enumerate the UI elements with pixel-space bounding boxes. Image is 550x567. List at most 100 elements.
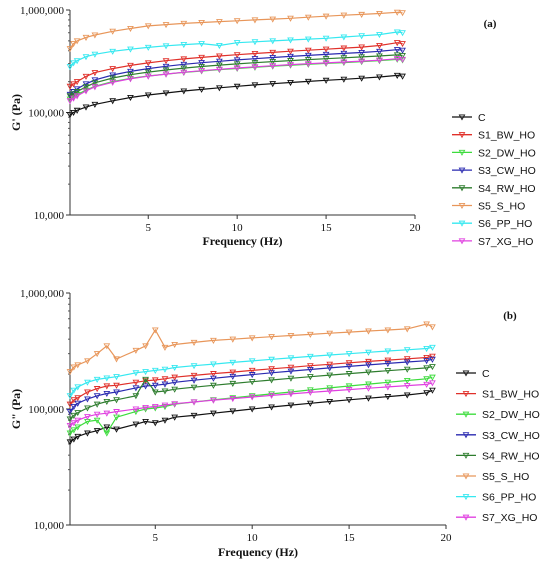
data-point-marker [84, 430, 91, 437]
data-point-marker [376, 10, 383, 17]
legend-marker [458, 132, 466, 139]
y-axis-label: G" (Pa) [9, 389, 23, 429]
data-point-marker [345, 383, 353, 390]
data-point-marker [268, 366, 275, 373]
legend-marker [458, 114, 466, 121]
data-point-marker [393, 9, 401, 16]
data-point-marker [70, 364, 78, 371]
data-point-marker [109, 66, 117, 73]
data-point-marker [190, 399, 198, 406]
data-point-marker [210, 382, 217, 389]
legend-entry: S5_S_HO [452, 201, 525, 213]
data-point-marker [190, 372, 198, 379]
data-point-marker [287, 53, 294, 60]
data-point-marker [66, 423, 74, 430]
data-point-marker [74, 395, 82, 402]
legend-label: S3_CW_HO [478, 165, 536, 177]
series-line [69, 11, 403, 49]
data-point-marker [403, 356, 411, 363]
data-point-marker [365, 358, 372, 365]
data-point-marker [144, 60, 152, 67]
data-point-marker [251, 51, 259, 58]
data-point-marker [429, 380, 436, 387]
data-point-marker [345, 351, 353, 358]
data-point-marker [162, 22, 170, 29]
data-point-marker [171, 414, 179, 421]
data-point-marker [66, 416, 74, 423]
data-point-marker [423, 354, 430, 362]
data-point-marker [306, 366, 314, 374]
legend-entry: C [456, 368, 490, 380]
data-point-marker [162, 90, 170, 97]
data-point-marker [365, 381, 372, 388]
data-point-marker [233, 52, 241, 59]
data-point-marker [384, 327, 392, 334]
legend-marker [462, 432, 470, 439]
data-point-marker [229, 359, 237, 366]
legend-label: S6_PP_HO [478, 218, 532, 230]
data-point-marker [358, 33, 366, 40]
legend-marker [458, 238, 466, 245]
data-point-marker [93, 351, 101, 358]
data-point-marker [161, 376, 169, 383]
data-point-marker [82, 84, 90, 91]
data-point-marker [132, 406, 140, 413]
data-point-marker [180, 88, 188, 95]
data-point-marker [132, 347, 140, 354]
legend-marker [462, 514, 470, 521]
data-point-marker [399, 52, 406, 60]
y-axis-label: G' (Pa) [9, 94, 23, 131]
data-point-marker [268, 391, 275, 398]
data-point-marker [127, 72, 134, 79]
data-point-marker [248, 394, 256, 401]
y-tick-label: 10,000 [34, 210, 65, 222]
data-point-marker [268, 392, 275, 399]
data-point-marker [248, 358, 256, 365]
legend-entry: S6_PP_HO [452, 218, 532, 230]
chart-panel-b: 5 10 15 20 10,000 100,000 1,000,000 Frequency (… [9, 288, 540, 559]
data-point-marker [198, 63, 205, 71]
series-line [69, 42, 403, 87]
data-point-marker [269, 59, 277, 66]
data-point-marker [287, 391, 295, 398]
data-point-marker [345, 371, 353, 378]
legend-entry: S5_S_HO [456, 471, 529, 483]
data-point-marker [233, 40, 241, 47]
data-point-marker [161, 388, 169, 395]
data-point-marker [70, 41, 77, 48]
data-point-marker [345, 387, 353, 394]
data-point-marker [287, 37, 294, 44]
data-point-marker [113, 374, 120, 381]
series-s4-rw-ho [66, 364, 436, 423]
data-point-marker [384, 379, 392, 386]
data-point-marker [269, 54, 277, 62]
data-point-marker [358, 75, 366, 82]
legend-marker [458, 202, 466, 210]
legend-marker [462, 494, 470, 501]
data-point-marker [287, 355, 295, 362]
legend-entry: S2_DW_HO [452, 147, 536, 159]
series-s5-s-ho [66, 321, 436, 376]
data-point-marker [73, 58, 81, 65]
data-point-marker [403, 383, 411, 390]
data-point-marker [216, 85, 223, 92]
data-point-marker [93, 376, 101, 383]
data-point-marker [403, 326, 411, 333]
data-point-marker [113, 356, 120, 363]
data-point-marker [151, 377, 159, 384]
data-point-marker [306, 400, 314, 407]
data-point-marker [429, 356, 436, 363]
data-point-marker [161, 366, 169, 373]
legend-entry: S4_RW_HO [452, 183, 536, 195]
data-point-marker [82, 34, 90, 41]
data-point-marker [399, 30, 406, 37]
data-point-marker [326, 330, 334, 337]
data-point-marker [423, 321, 430, 328]
data-point-marker [161, 402, 169, 409]
data-point-marker [423, 376, 430, 383]
data-point-marker [66, 112, 74, 119]
data-point-marker [66, 393, 74, 400]
data-point-marker [144, 44, 152, 51]
data-point-marker [70, 60, 77, 67]
data-point-marker [268, 334, 275, 341]
